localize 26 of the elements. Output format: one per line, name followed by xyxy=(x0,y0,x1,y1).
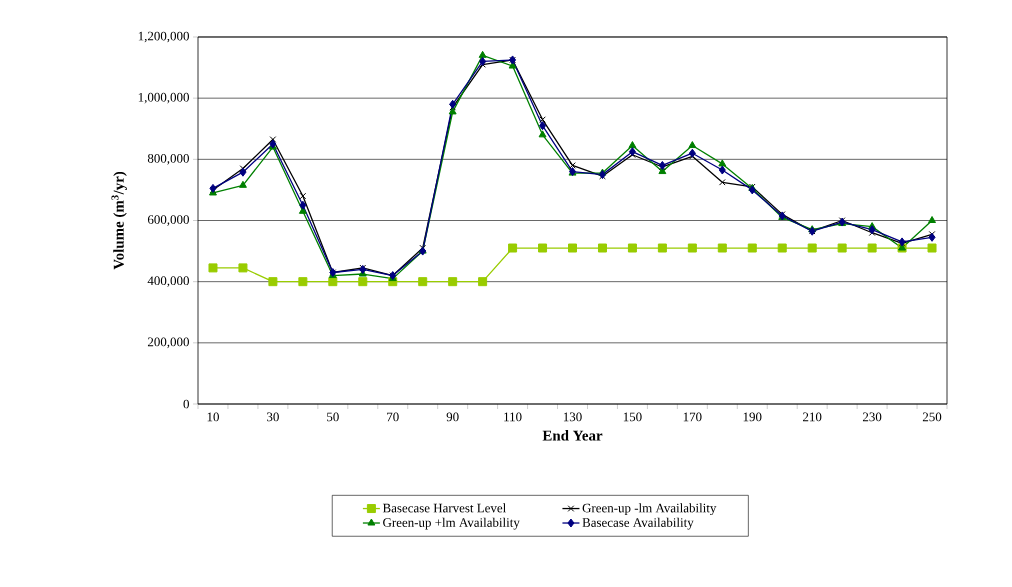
x-tick-label: 190 xyxy=(743,412,762,422)
legend-label: Green-up +lm Availability xyxy=(383,517,520,530)
x-tick-label: 10 xyxy=(207,412,219,422)
x-tick-label: 70 xyxy=(387,412,399,422)
legend-label: Green-up -lm Availability xyxy=(582,503,717,516)
y-tick-label: 1,000,000 xyxy=(138,92,189,104)
y-tick-label: 600,000 xyxy=(147,215,189,226)
y-tick-label: 800,000 xyxy=(147,154,189,165)
y-tick-label: 200,000 xyxy=(147,337,189,349)
y-axis-title: Volume (m$^{3}$/yr) xyxy=(111,171,127,270)
x-tick-label: 30 xyxy=(267,412,279,422)
y-tick-label: 1,200,000 xyxy=(138,31,189,43)
x-tick-label: 110 xyxy=(504,412,522,422)
x-tick-label: 130 xyxy=(563,412,582,422)
x-tick-label: 90 xyxy=(446,412,459,422)
x-tick-label: 250 xyxy=(922,412,942,422)
x-tick-label: 210 xyxy=(803,412,822,422)
x-axis-title: End Year xyxy=(542,430,603,441)
legend-label: Basecase Availability xyxy=(582,517,694,530)
x-tick-label: 230 xyxy=(862,412,882,422)
x-tick-label: 50 xyxy=(327,412,339,422)
y-tick-label: 0 xyxy=(183,399,189,409)
y-tick-label: 400,000 xyxy=(147,276,189,287)
x-tick-label: 150 xyxy=(623,412,642,422)
legend-label: Basecase Harvest Level xyxy=(382,503,506,513)
x-tick-label: 170 xyxy=(683,412,702,422)
